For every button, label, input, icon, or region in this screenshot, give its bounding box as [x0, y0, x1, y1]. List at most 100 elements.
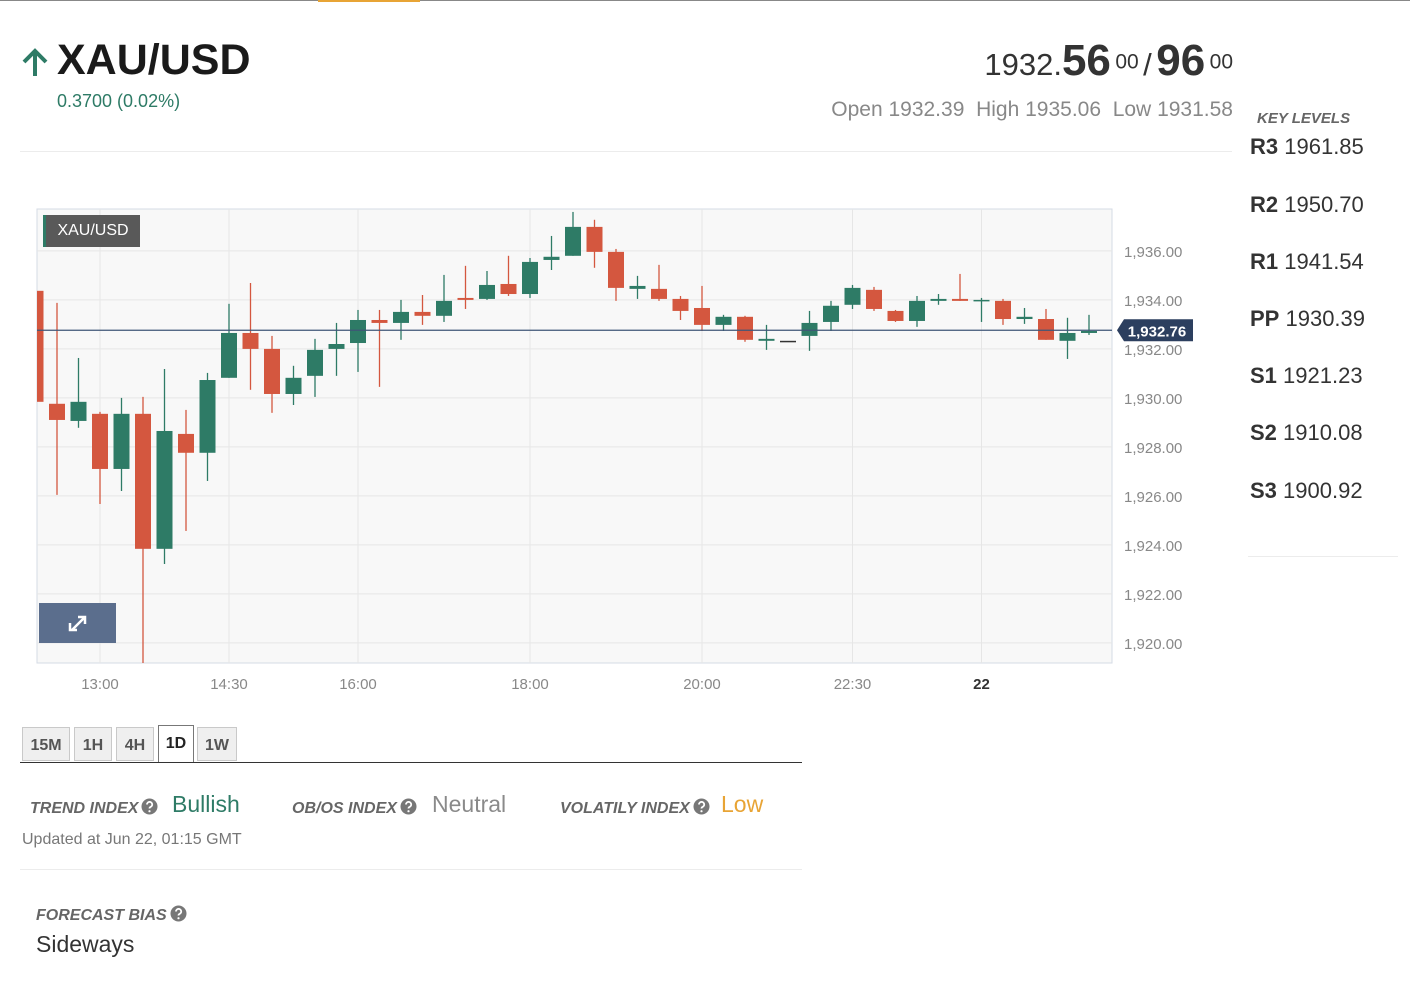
y-tick-label: 1,922.00: [1124, 587, 1182, 604]
high: 1935.06: [1025, 98, 1102, 121]
y-tick-label: 1,920.00: [1124, 636, 1182, 653]
timeframe-tab[interactable]: 4H: [116, 727, 154, 761]
tabs-line: [20, 762, 802, 763]
candle-body: [780, 340, 796, 343]
y-tick-label: 1,932.00: [1124, 342, 1182, 359]
bid-sup: 00: [1115, 50, 1139, 74]
candle-body: [285, 377, 302, 394]
candle-body: [694, 307, 710, 325]
separator: /: [1143, 47, 1152, 82]
candle-body: [565, 226, 581, 256]
candle-body: [436, 300, 452, 316]
key-level-value: 1930.39: [1285, 306, 1366, 331]
candle-body: [113, 413, 130, 469]
x-tick-label: 14:30: [210, 676, 248, 693]
candle-body: [242, 332, 259, 349]
plot-area: [36, 208, 1113, 664]
help-icon[interactable]: [693, 798, 710, 815]
candle-body: [930, 298, 947, 301]
divider: [20, 151, 1232, 152]
y-tick-label: 1,934.00: [1124, 293, 1182, 310]
key-level-name: R1: [1250, 249, 1279, 274]
key-level-name: R3: [1250, 134, 1279, 159]
updated: Updated at Jun 22, 01:15 GMT: [22, 831, 242, 848]
high-label: High: [976, 98, 1020, 121]
chart-badge: XAU/USD: [43, 215, 140, 247]
top-accent: [318, 0, 420, 2]
key-level: R1 1941.54: [1250, 249, 1364, 275]
y-tick-label: 1,936.00: [1124, 244, 1182, 261]
key-level: PP 1930.39: [1250, 306, 1365, 332]
divider: [1248, 556, 1398, 557]
y-tick-label: 1,928.00: [1124, 440, 1182, 457]
candle-body: [672, 298, 689, 311]
candle-body: [457, 297, 474, 300]
forecast-label-text: FORECAST BIAS: [36, 907, 167, 924]
candle-body: [500, 283, 517, 295]
low-label: Low: [1112, 98, 1152, 121]
help-icon[interactable]: [141, 798, 158, 815]
candle-body: [199, 380, 216, 453]
candle-body: [543, 256, 560, 260]
top-border: [0, 0, 1410, 1]
forecast-label: FORECAST BIAS: [36, 905, 187, 925]
key-level-name: S1: [1250, 363, 1277, 388]
candle-body: [995, 300, 1011, 320]
candle-body: [1038, 319, 1054, 340]
candle-body: [328, 343, 345, 349]
key-level-name: R2: [1250, 192, 1279, 217]
candle-body: [1016, 316, 1033, 320]
candle-body: [156, 430, 173, 549]
candle-body: [844, 287, 861, 305]
quote: 1932.56 00 / 96 00: [984, 36, 1233, 86]
index-label: VOLATILY INDEX: [560, 798, 710, 818]
key-level: S1 1921.23: [1250, 363, 1363, 389]
timeframe-tab[interactable]: 1H: [74, 727, 112, 761]
key-levels-title: KEY LEVELS: [1257, 110, 1351, 127]
candle-body: [952, 298, 968, 301]
key-level-value: 1941.54: [1284, 249, 1364, 274]
y-tick-label: 1,924.00: [1124, 538, 1182, 555]
key-level: R2 1950.70: [1250, 192, 1364, 218]
candle-body: [586, 226, 603, 252]
timeframe-tab[interactable]: 1D: [158, 725, 194, 762]
y-tick-label: 1,930.00: [1124, 391, 1182, 408]
candle-body: [135, 413, 151, 549]
forecast-value: Sideways: [36, 931, 135, 957]
candle-body: [479, 284, 495, 299]
candle-body: [973, 299, 990, 302]
timeframe-tab[interactable]: 15M: [22, 727, 70, 761]
x-tick-label: 20:00: [683, 676, 721, 693]
ohl: Open 1932.39 High 1935.06 Low 1931.58: [831, 98, 1233, 122]
x-tick-label: 22: [973, 676, 990, 693]
index-label-text: OB/OS INDEX: [292, 800, 397, 817]
candle-body: [49, 403, 65, 420]
expand-button[interactable]: [39, 603, 116, 643]
candle-body: [371, 319, 388, 323]
help-icon[interactable]: [400, 798, 417, 815]
open: 1932.39: [888, 98, 965, 121]
candle-body: [823, 305, 839, 322]
candle-body: [909, 300, 925, 321]
low: 1931.58: [1157, 98, 1233, 121]
index-value: Bullish: [172, 791, 240, 817]
candle-body: [737, 316, 753, 340]
key-level-value: 1900.92: [1283, 478, 1363, 503]
candle-body: [629, 285, 646, 289]
candle-body: [887, 310, 904, 321]
index-value: Low: [721, 791, 764, 817]
index-label: OB/OS INDEX: [292, 798, 417, 818]
key-level-value: 1961.85: [1284, 134, 1364, 159]
index-label: TREND INDEX: [30, 798, 158, 818]
candle-body: [608, 251, 624, 288]
expand-icon: [68, 615, 87, 632]
help-icon[interactable]: [170, 905, 187, 922]
key-level-value: 1950.70: [1284, 192, 1364, 217]
last-price-tag: [1117, 319, 1193, 342]
key-level-name: S2: [1250, 420, 1277, 445]
candle-body: [758, 338, 775, 341]
candle-body: [522, 261, 538, 295]
timeframe-tab[interactable]: 1W: [197, 727, 237, 761]
key-level: S2 1910.08: [1250, 420, 1363, 446]
candle-body: [264, 348, 280, 394]
